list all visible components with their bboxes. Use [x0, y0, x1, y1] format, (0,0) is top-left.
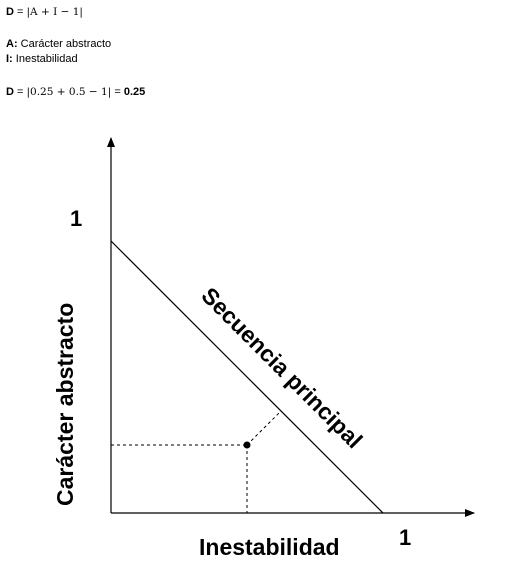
- result-d-label: D: [6, 86, 14, 98]
- legend-line-a: A: Carácter abstracto: [6, 37, 111, 51]
- component-point: [243, 441, 251, 449]
- main-sequence-line: [110, 240, 384, 514]
- legend-a-text: Carácter abstracto: [17, 38, 112, 50]
- formula-line: D = |A + I − 1|: [6, 5, 83, 19]
- x-axis-label: Inestabilidad: [199, 534, 340, 560]
- y-max-label: 1: [70, 206, 82, 231]
- formula-d-label: D: [6, 6, 14, 18]
- formula-equals: =: [13, 6, 27, 18]
- y-axis-label: Carácter abstracto: [52, 303, 78, 506]
- result-equals2: =: [111, 86, 124, 98]
- legend-i-key: I:: [6, 53, 13, 65]
- distance-to-main-sequence: [246, 410, 282, 446]
- legend-a-key: A:: [6, 38, 18, 50]
- result-line: D = |0.25 + 0.5 − 1| = 0.25: [6, 85, 145, 99]
- main-sequence-label: Secuencia principal: [196, 282, 367, 453]
- formula-expression: |A + I − 1|: [26, 6, 83, 18]
- result-equals: =: [13, 86, 27, 98]
- result-expression: |0.25 + 0.5 − 1|: [26, 86, 112, 98]
- legend-i-text: Inestabilidad: [12, 53, 78, 65]
- result-value: 0.25: [123, 86, 146, 98]
- x-max-label: 1: [399, 525, 411, 550]
- legend-line-i: I: Inestabilidad: [6, 52, 78, 66]
